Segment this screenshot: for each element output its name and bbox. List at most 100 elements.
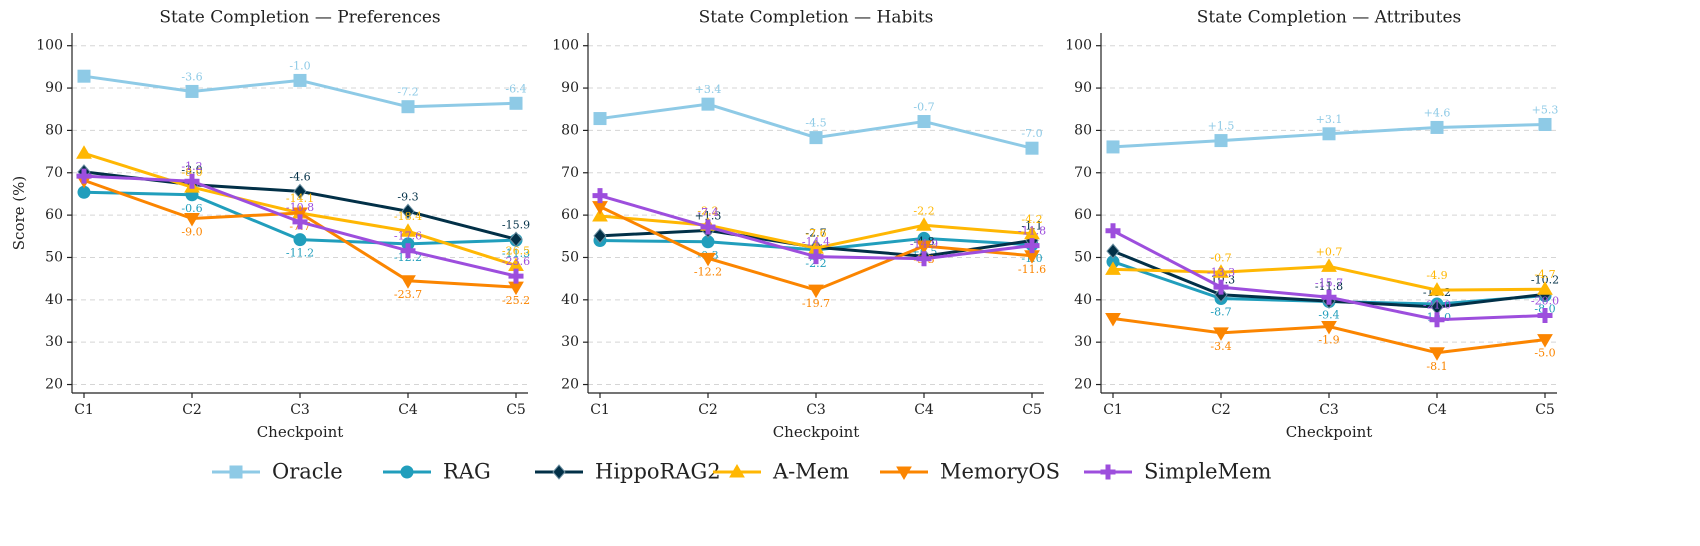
x-tick-label: C5: [1022, 402, 1042, 418]
point: [916, 217, 932, 231]
delta-label: -3.0: [181, 164, 202, 177]
point: [1429, 347, 1445, 361]
y-tick-label: 80: [45, 122, 63, 138]
point: [1105, 261, 1121, 275]
point: [1429, 282, 1445, 296]
delta-label: -15.9: [502, 218, 530, 231]
delta-label: -25.2: [502, 294, 530, 307]
point: [400, 223, 416, 237]
x-tick-label: C3: [290, 402, 310, 418]
point: [1430, 120, 1444, 134]
x-tick-label: C5: [1535, 402, 1555, 418]
series: -2.2 -7.6 -2.2 -4.2: [592, 204, 1043, 254]
point: [508, 268, 524, 284]
delta-label: +3.1: [1316, 113, 1343, 126]
legend-entry: A-Mem: [713, 460, 849, 484]
delta-label: -4.5: [805, 117, 826, 130]
legend-label: MemoryOS: [940, 460, 1060, 484]
y-tick-label: 20: [561, 377, 579, 393]
delta-label: -5.0: [1534, 347, 1555, 360]
y-tick-label: 50: [1074, 249, 1092, 265]
y-tick-label: 90: [45, 80, 63, 96]
point: [593, 228, 607, 244]
delta-label: -4.2: [1021, 213, 1042, 226]
y-tick-label: 100: [1065, 38, 1092, 54]
y-tick-label: 100: [552, 38, 579, 54]
point: [700, 252, 716, 267]
delta-label: -7.2: [397, 86, 418, 99]
point: [184, 213, 200, 227]
x-tick-label: C4: [1427, 402, 1447, 418]
delta-label: -1.2: [181, 160, 202, 173]
y-tick-label: 60: [561, 207, 579, 223]
delta-label: -13.3: [1207, 266, 1235, 279]
y-tick-label: 90: [561, 80, 579, 96]
point: [293, 183, 307, 200]
legend-entry: Oracle: [212, 460, 343, 484]
point: [1025, 141, 1039, 155]
delta-label: -4.6: [289, 170, 310, 183]
point: [592, 207, 608, 222]
y-tick-label: 30: [1074, 334, 1092, 350]
legend-marker: [229, 465, 243, 479]
y-tick-label: 90: [1074, 80, 1092, 96]
delta-label: -19.7: [802, 297, 830, 310]
series: +1.5 +3.1 +4.6 +5.3: [1106, 103, 1559, 154]
y-tick-label: 40: [1074, 292, 1092, 308]
delta-label: +4.6: [1424, 106, 1451, 119]
legend-label: Oracle: [272, 460, 343, 484]
delta-label: -4.7: [1534, 268, 1555, 281]
delta-label: +3.4: [695, 83, 722, 96]
point: [808, 284, 824, 299]
point: [401, 203, 415, 220]
chart-title: State Completion — Attributes: [1197, 8, 1462, 28]
series: -0.7 +0.7 -4.9 -4.7: [1105, 245, 1556, 296]
point: [916, 240, 932, 255]
x-tick-label: C1: [1103, 402, 1123, 418]
x-tick-label: C1: [74, 402, 94, 418]
x-axis-label: Checkpoint: [773, 423, 860, 441]
y-tick-label: 100: [36, 38, 63, 54]
legend-entry: HippoRAG2: [535, 460, 721, 484]
delta-label: +5.3: [1532, 103, 1559, 116]
point: [292, 214, 308, 230]
legend-marker: [552, 464, 566, 480]
point: [400, 243, 416, 259]
x-tick-label: C2: [182, 402, 202, 418]
x-tick-label: C4: [914, 402, 934, 418]
series: -3.0 -4.6 -9.3 -15.9: [77, 164, 530, 248]
legend-marker: [729, 464, 745, 478]
y-tick-label: 20: [1074, 377, 1092, 393]
point: [1106, 140, 1120, 154]
x-tick-label: C2: [1211, 402, 1231, 418]
series: -13.3 -15.7 -21.0 -20.0: [1105, 223, 1559, 328]
delta-label: -4.9: [1426, 269, 1447, 282]
point: [1321, 289, 1337, 305]
point: [916, 251, 932, 267]
y-tick-label: 70: [1074, 165, 1092, 181]
x-axis-label: Checkpoint: [257, 423, 344, 441]
legend-label: A-Mem: [772, 460, 849, 484]
point: [1106, 243, 1120, 259]
point: [185, 84, 199, 98]
delta-label: -9.3: [397, 190, 418, 203]
legend-label: HippoRAG2: [595, 460, 721, 484]
point: [809, 131, 823, 145]
delta-label: +0.7: [1316, 245, 1343, 258]
delta-label: -15.7: [1315, 276, 1343, 289]
point: [1213, 264, 1229, 278]
point: [292, 207, 308, 221]
point: [293, 233, 307, 247]
legend-label: SimpleMem: [1144, 460, 1272, 484]
delta-label: -12.2: [694, 265, 722, 278]
delta-label: +1.3: [695, 209, 722, 222]
y-tick-label: 30: [561, 334, 579, 350]
x-tick-label: C5: [506, 402, 526, 418]
point: [1213, 327, 1229, 341]
delta-label: -14.9: [910, 238, 938, 251]
delta-label: -2.7: [805, 226, 826, 239]
delta-label: -23.7: [394, 288, 422, 301]
delta-label: -11.2: [286, 247, 314, 260]
legend-entry: RAG: [383, 460, 491, 484]
